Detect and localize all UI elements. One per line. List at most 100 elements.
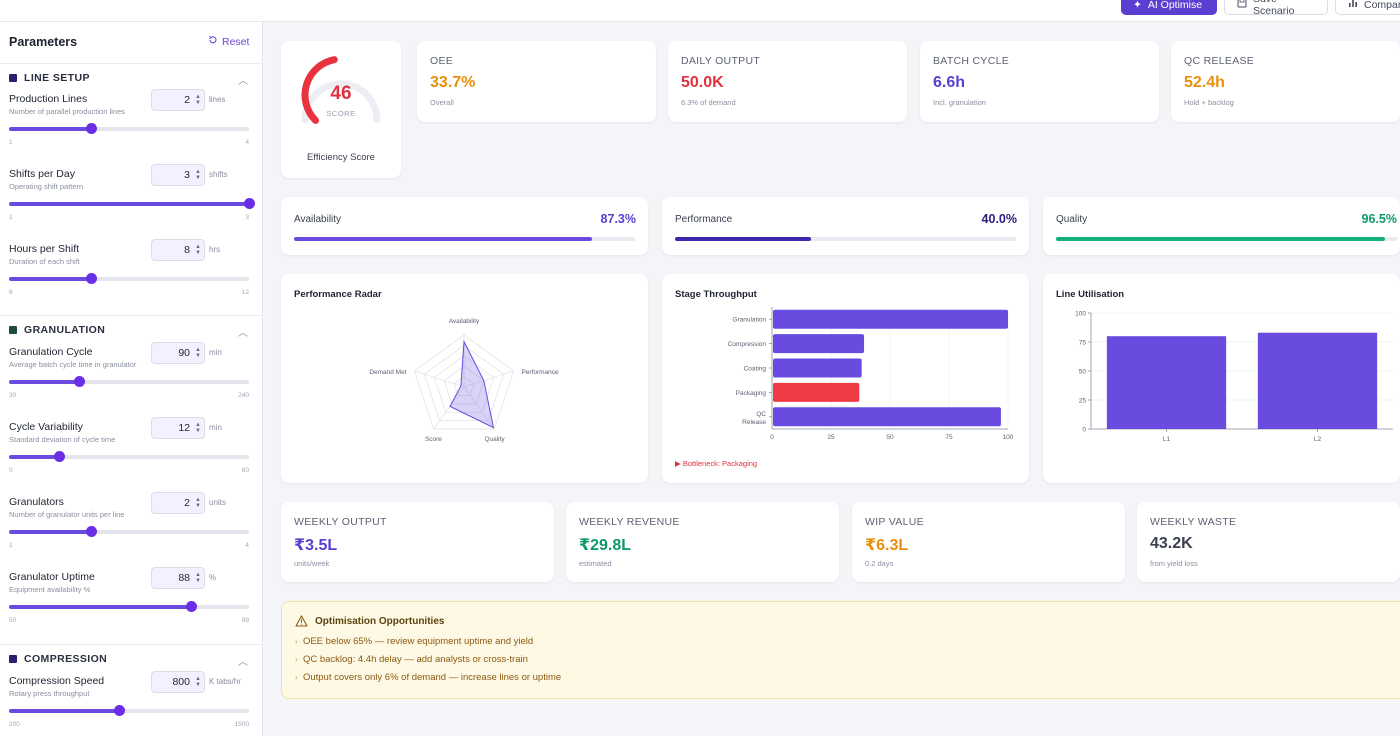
opportunity-item: › Output covers only 6% of demand — incr… bbox=[295, 672, 561, 683]
granulation-cycle-input[interactable]: 90 ▲ ▼ bbox=[151, 342, 205, 364]
radar-series-polygon bbox=[449, 339, 495, 429]
slider-fill bbox=[9, 202, 249, 206]
top-bar: ✦ AI Optimise Save Scenario Compar bbox=[0, 0, 1400, 22]
section-marker bbox=[9, 74, 17, 82]
kpi-card-qc-release: QC RELEASE 52.4h Hold + backlog bbox=[1171, 41, 1400, 122]
slider-min: 0 bbox=[9, 467, 13, 474]
bar-chart-icon bbox=[1348, 0, 1358, 11]
slider-thumb[interactable] bbox=[85, 526, 97, 537]
availability-card: Availability 87.3% bbox=[281, 197, 648, 255]
param-cycle-variability: Cycle Variability Standard deviation of … bbox=[0, 417, 262, 491]
spinner-icon[interactable]: ▲ ▼ bbox=[195, 497, 201, 509]
y-tick-label: 75 bbox=[1079, 340, 1087, 347]
slider-max: 4 bbox=[245, 542, 249, 549]
weekly-value: ₹29.8L bbox=[579, 537, 632, 554]
radar-spoke bbox=[463, 386, 495, 430]
input-value: 90 bbox=[178, 347, 190, 359]
radar-grid-ring bbox=[423, 344, 505, 422]
slider-thumb[interactable] bbox=[85, 273, 97, 284]
spinner-icon[interactable]: ▲ ▼ bbox=[195, 94, 201, 106]
slider-thumb[interactable] bbox=[244, 198, 255, 209]
weekly-label: WEEKLY OUTPUT bbox=[294, 516, 387, 528]
y-tick-label: QC bbox=[756, 411, 766, 418]
section-line-setup[interactable]: LINE SETUP ︿ bbox=[0, 63, 262, 91]
granulator-uptime-slider[interactable] bbox=[9, 601, 249, 612]
section-granulation[interactable]: GRANULATION ︿ bbox=[0, 315, 262, 343]
chart-title: Performance Radar bbox=[294, 289, 382, 300]
input-value: 3 bbox=[184, 169, 190, 181]
param-unit: hrs bbox=[209, 245, 221, 254]
granulators-slider[interactable] bbox=[9, 526, 249, 537]
weekly-value: 43.2K bbox=[1150, 535, 1193, 552]
radar-spoke bbox=[433, 386, 465, 430]
param-label: Production Lines bbox=[9, 93, 88, 105]
slider-thumb[interactable] bbox=[54, 451, 66, 462]
weekly-label: WEEKLY REVENUE bbox=[579, 516, 680, 528]
section-marker bbox=[9, 655, 17, 663]
granulators-input[interactable]: 2 ▲ ▼ bbox=[151, 492, 205, 514]
spinner-icon[interactable]: ▲ ▼ bbox=[195, 169, 201, 181]
chevron-up-icon[interactable]: ︿ bbox=[238, 76, 248, 87]
parameters-sidebar: Parameters Reset LINE SETUP ︿ GRANULATIO… bbox=[0, 22, 263, 736]
radar-grid-ring bbox=[453, 376, 475, 396]
hours-per-shift-slider[interactable] bbox=[9, 273, 249, 284]
production-lines-input[interactable]: 2 ▲ ▼ bbox=[151, 89, 205, 111]
x-tick-label: L2 bbox=[1314, 436, 1322, 443]
slider-thumb[interactable] bbox=[73, 376, 85, 387]
granulator-uptime-input[interactable]: 88 ▲ ▼ bbox=[151, 567, 205, 589]
spinner-icon[interactable]: ▲ ▼ bbox=[195, 347, 201, 359]
kpi-value: 6.6h bbox=[933, 74, 966, 91]
chevron-up-icon[interactable]: ︿ bbox=[238, 657, 248, 668]
slider-fill bbox=[9, 530, 91, 534]
save-scenario-button[interactable]: Save Scenario bbox=[1224, 0, 1328, 17]
kpi-label: QC RELEASE bbox=[1184, 55, 1255, 67]
section-compression[interactable]: COMPRESSION ︿ bbox=[0, 644, 262, 672]
gauge-arc bbox=[301, 56, 338, 124]
param-description: Number of parallel production lines bbox=[9, 107, 125, 116]
opportunity-item: › QC backlog: 4.4h delay — add analysts … bbox=[295, 654, 528, 665]
y-tick-label: Compression bbox=[728, 341, 767, 348]
compression-speed-input[interactable]: 800 ▲ ▼ bbox=[151, 671, 205, 693]
utilisation-bar bbox=[1257, 332, 1378, 429]
slider-max: 240 bbox=[238, 392, 249, 399]
warning-icon bbox=[295, 614, 308, 632]
score-value: 46 bbox=[330, 83, 352, 104]
slider-min: 200 bbox=[9, 721, 20, 728]
spinner-icon[interactable]: ▲ ▼ bbox=[195, 572, 201, 584]
spinner-icon[interactable]: ▲ ▼ bbox=[195, 244, 201, 256]
score-caption: Efficiency Score bbox=[307, 152, 375, 163]
param-description: Number of granulator units per line bbox=[9, 510, 125, 519]
efficiency-score-card: 46 SCORE Efficiency Score bbox=[281, 41, 401, 178]
production-lines-slider[interactable] bbox=[9, 123, 249, 134]
kpi-card-batch-cycle: BATCH CYCLE 6.6h Incl. granulation bbox=[920, 41, 1159, 122]
reset-button[interactable]: Reset bbox=[208, 35, 249, 48]
quality-card: Quality 96.5% bbox=[1043, 197, 1400, 255]
radar-axis-label: Availability bbox=[449, 318, 480, 325]
sidebar-header: Parameters Reset bbox=[0, 22, 262, 62]
throughput-bar bbox=[773, 407, 1001, 427]
ai-optimise-button[interactable]: ✦ AI Optimise bbox=[1121, 0, 1217, 15]
slider-fill bbox=[9, 127, 91, 131]
shifts-per-day-slider[interactable] bbox=[9, 198, 255, 209]
spinner-icon[interactable]: ▲ ▼ bbox=[195, 422, 201, 434]
compression-speed-slider[interactable] bbox=[9, 705, 249, 716]
hours-per-shift-input[interactable]: 8 ▲ ▼ bbox=[151, 239, 205, 261]
slider-max: 1500 bbox=[234, 721, 249, 728]
spinner-icon[interactable]: ▲ ▼ bbox=[195, 676, 201, 688]
slider-thumb[interactable] bbox=[186, 601, 198, 612]
performance-card: Performance 40.0% bbox=[662, 197, 1029, 255]
y-tick-label: 50 bbox=[1079, 369, 1087, 376]
chevron-up-icon[interactable]: ︿ bbox=[238, 328, 248, 339]
slider-thumb[interactable] bbox=[85, 123, 97, 134]
compare-button[interactable]: Compar bbox=[1335, 0, 1400, 15]
cycle-variability-slider[interactable] bbox=[9, 451, 249, 462]
shifts-per-day-input[interactable]: 3 ▲ ▼ bbox=[151, 164, 205, 186]
reset-icon bbox=[208, 35, 218, 48]
granulation-cycle-slider[interactable] bbox=[9, 376, 249, 387]
slider-max: 4 bbox=[245, 139, 249, 146]
throughput-bar bbox=[773, 309, 1008, 329]
slider-thumb[interactable] bbox=[114, 705, 126, 716]
cycle-variability-input[interactable]: 12 ▲ ▼ bbox=[151, 417, 205, 439]
throughput-bar bbox=[773, 382, 860, 402]
param-unit: min bbox=[209, 423, 222, 432]
